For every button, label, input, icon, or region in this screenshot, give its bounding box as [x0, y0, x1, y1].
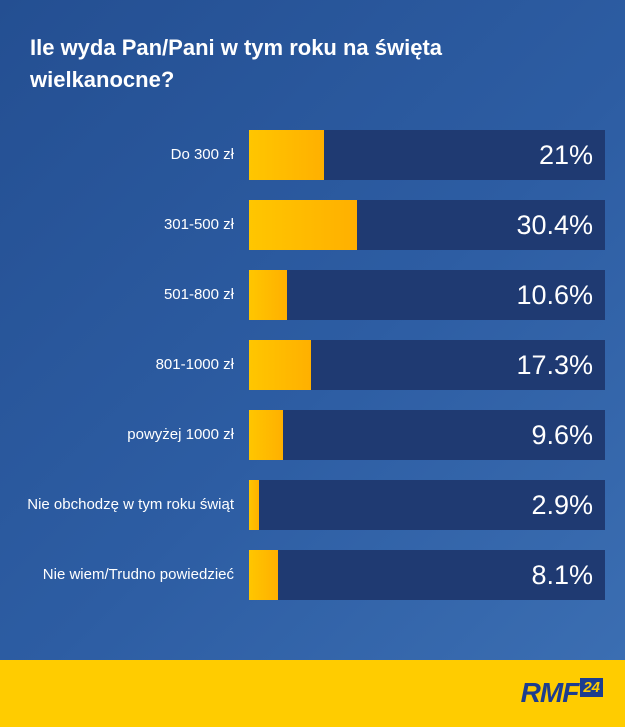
bar-value-label: 8.1%	[531, 560, 593, 590]
bar-track: 8.1%	[249, 550, 605, 600]
bar	[249, 200, 358, 250]
bar-value-label: 10.6%	[516, 280, 593, 310]
bar-value-label: 30.4%	[516, 210, 593, 240]
bar-label: Nie obchodzę w tym roku świąt	[27, 496, 234, 513]
logo-badge: 24	[580, 677, 603, 697]
bar-value-label: 17.3%	[516, 350, 593, 380]
chart-title: Ile wyda Pan/Pani w tym roku na święta w…	[30, 35, 443, 92]
bar-track: 9.6%	[249, 410, 605, 460]
bar	[249, 550, 278, 600]
bar-value-label: 2.9%	[531, 490, 593, 520]
bar-label: 801-1000 zł	[155, 356, 234, 373]
bar	[249, 410, 284, 460]
bar-label: 501-800 zł	[163, 286, 234, 303]
bar-label: Nie wiem/Trudno powiedzieć	[42, 566, 234, 583]
bar-track: 10.6%	[249, 270, 605, 320]
footer-bar: RMF 24	[0, 660, 625, 727]
bar-value-label: 9.6%	[531, 420, 593, 450]
bar-track: 30.4%	[249, 200, 605, 250]
bar	[249, 130, 324, 180]
chart-panel: Ile wyda Pan/Pani w tym roku na święta w…	[0, 0, 625, 660]
bar-track: 21%	[249, 130, 605, 180]
bar	[249, 270, 287, 320]
bar	[249, 480, 260, 530]
bar	[249, 340, 311, 390]
bar-track: 2.9%	[249, 480, 605, 530]
bar-label: powyżej 1000 zł	[127, 426, 234, 443]
bar-label: 301-500 zł	[163, 216, 234, 233]
logo-text: RMF	[520, 677, 580, 708]
bar-track: 17.3%	[249, 340, 605, 390]
bar-value-label: 21%	[538, 140, 593, 170]
bar-label: Do 300 zł	[170, 146, 234, 163]
rmf24-logo: RMF 24	[520, 677, 603, 708]
